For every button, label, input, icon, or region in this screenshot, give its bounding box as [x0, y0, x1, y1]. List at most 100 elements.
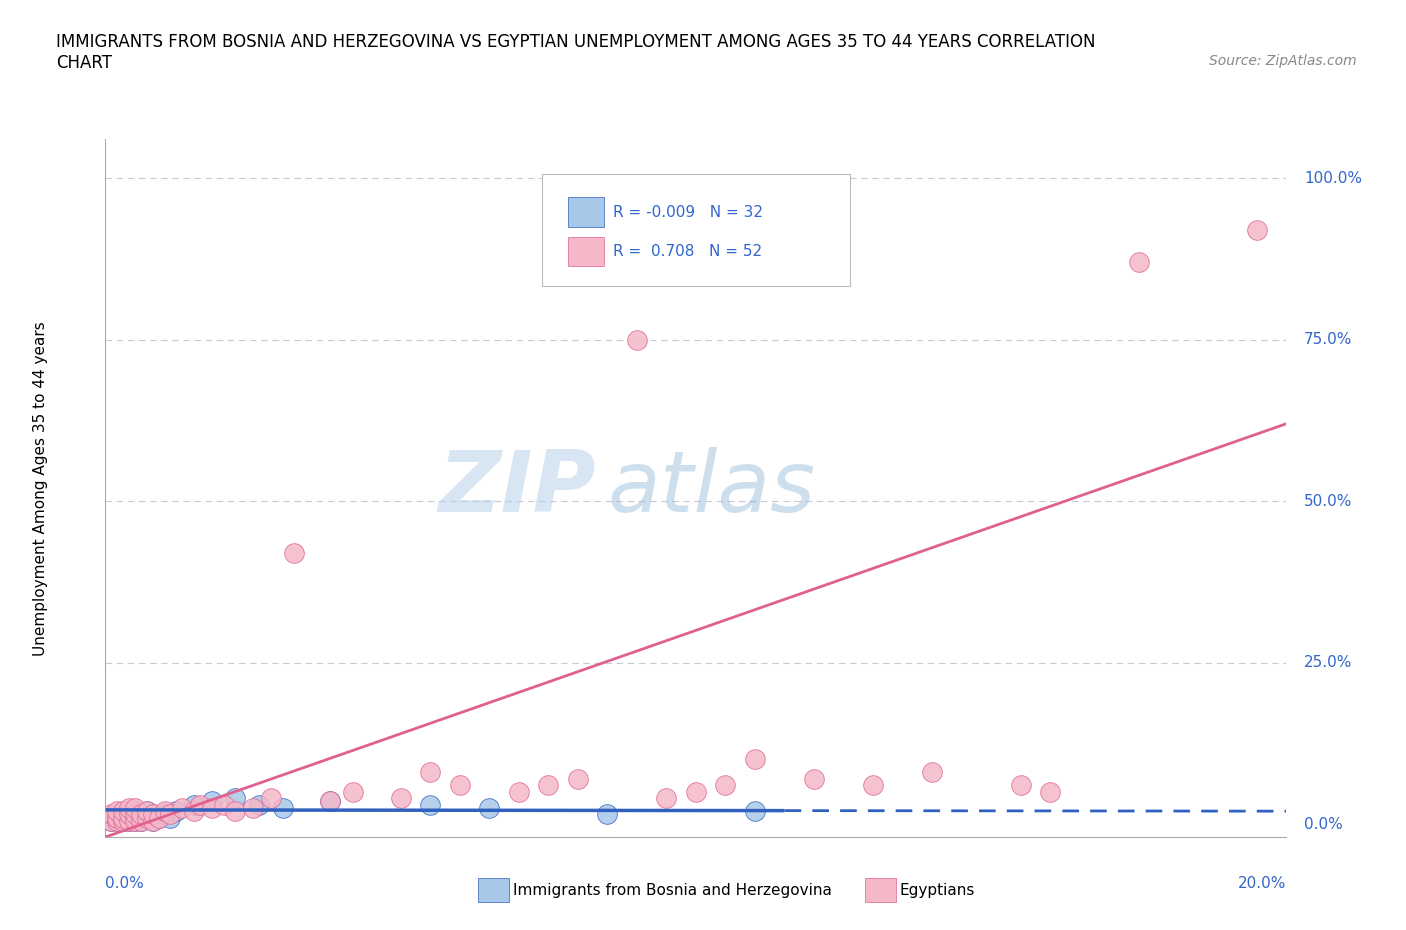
Point	[105, 810, 128, 825]
Point	[744, 752, 766, 767]
Point	[129, 814, 152, 829]
Point	[124, 810, 146, 825]
Point	[129, 814, 152, 829]
Point	[419, 765, 441, 780]
Point	[135, 810, 157, 825]
Point	[1039, 784, 1062, 799]
Point	[389, 790, 412, 805]
Point	[118, 804, 141, 818]
Bar	[568, 237, 603, 266]
Point	[655, 790, 678, 805]
Point	[165, 804, 187, 818]
Point	[212, 797, 235, 812]
Point	[449, 777, 471, 792]
Point	[105, 814, 128, 829]
Point	[142, 814, 165, 829]
Point	[105, 810, 128, 825]
Point	[100, 814, 122, 829]
Point	[224, 790, 246, 805]
Point	[105, 814, 128, 829]
Point	[118, 814, 141, 829]
Point	[283, 545, 305, 560]
Point	[803, 772, 825, 787]
Point	[685, 784, 707, 799]
Point	[159, 807, 181, 822]
Text: 50.0%: 50.0%	[1305, 494, 1353, 509]
Point	[1010, 777, 1032, 792]
Text: 25.0%: 25.0%	[1305, 655, 1353, 671]
Point	[112, 807, 135, 822]
Point	[148, 810, 170, 825]
Point	[129, 807, 152, 822]
Point	[260, 790, 283, 805]
Text: 0.0%: 0.0%	[105, 876, 145, 891]
Point	[118, 810, 141, 825]
Point	[124, 801, 146, 816]
Point	[319, 794, 342, 809]
Bar	[568, 197, 603, 227]
Text: Source: ZipAtlas.com: Source: ZipAtlas.com	[1209, 54, 1357, 68]
Point	[862, 777, 884, 792]
Text: 75.0%: 75.0%	[1305, 332, 1353, 347]
Point	[124, 814, 146, 829]
Text: 100.0%: 100.0%	[1305, 171, 1362, 186]
Point	[247, 797, 270, 812]
Point	[419, 797, 441, 812]
Point	[148, 810, 170, 825]
Point	[112, 804, 135, 818]
Point	[1128, 255, 1150, 270]
Point	[596, 807, 619, 822]
Point	[142, 807, 165, 822]
Point	[153, 807, 176, 822]
Point	[319, 794, 342, 809]
Point	[508, 784, 530, 799]
Point	[188, 797, 211, 812]
Text: Egyptians: Egyptians	[900, 883, 976, 897]
Point	[135, 804, 157, 818]
Point	[105, 804, 128, 818]
Point	[537, 777, 560, 792]
Point	[172, 801, 194, 816]
Point	[118, 814, 141, 829]
Point	[201, 794, 224, 809]
Text: CHART: CHART	[56, 54, 112, 72]
Point	[153, 804, 176, 818]
Text: 0.0%: 0.0%	[1305, 817, 1343, 831]
Point	[142, 807, 165, 822]
Point	[100, 807, 122, 822]
Point	[183, 804, 205, 818]
Text: R =  0.708   N = 52: R = 0.708 N = 52	[613, 245, 762, 259]
Point	[118, 801, 141, 816]
Point	[567, 772, 589, 787]
FancyBboxPatch shape	[543, 175, 849, 286]
Point	[135, 804, 157, 818]
Point	[342, 784, 364, 799]
Point	[112, 810, 135, 825]
Point	[201, 801, 224, 816]
Point	[1246, 222, 1268, 237]
Point	[159, 810, 181, 825]
Point	[478, 801, 501, 816]
Text: R = -0.009   N = 32: R = -0.009 N = 32	[613, 205, 763, 219]
Text: Unemployment Among Ages 35 to 44 years: Unemployment Among Ages 35 to 44 years	[32, 321, 48, 656]
Point	[118, 807, 141, 822]
Point	[124, 814, 146, 829]
Point	[135, 810, 157, 825]
Point	[183, 797, 205, 812]
Point	[142, 814, 165, 829]
Point	[124, 804, 146, 818]
Point	[921, 765, 943, 780]
Point	[112, 814, 135, 829]
Point	[714, 777, 737, 792]
Text: atlas: atlas	[607, 446, 815, 530]
Point	[744, 804, 766, 818]
Point	[129, 807, 152, 822]
Point	[271, 801, 294, 816]
Point	[626, 332, 648, 347]
Text: IMMIGRANTS FROM BOSNIA AND HERZEGOVINA VS EGYPTIAN UNEMPLOYMENT AMONG AGES 35 TO: IMMIGRANTS FROM BOSNIA AND HERZEGOVINA V…	[56, 33, 1095, 50]
Text: ZIP: ZIP	[437, 446, 596, 530]
Text: Immigrants from Bosnia and Herzegovina: Immigrants from Bosnia and Herzegovina	[513, 883, 832, 897]
Point	[124, 807, 146, 822]
Point	[242, 801, 264, 816]
Point	[112, 814, 135, 829]
